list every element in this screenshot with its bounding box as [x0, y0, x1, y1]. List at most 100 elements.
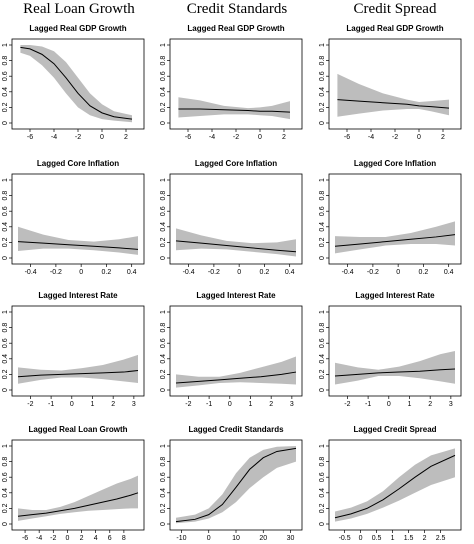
y-tick-label: 0.2 — [319, 369, 326, 379]
panel-1-2: Lagged Core Inflation -0.4 -0.2 0 0.2 0.4 0 0.2… — [319, 159, 462, 276]
confidence-band — [178, 97, 290, 120]
y-tick-label: 0.2 — [319, 102, 326, 112]
plot-frame — [11, 439, 145, 531]
panel-title: Lagged Credit Standards — [188, 425, 284, 434]
y-tick-label: 1 — [319, 444, 326, 448]
confidence-band — [337, 73, 449, 117]
panel-1-1: Lagged Core Inflation -0.4 -0.2 0 0.2 0.4 0 0.2… — [160, 159, 303, 276]
y-tick-label: 0.2 — [319, 237, 326, 247]
y-tick-label: 1 — [319, 178, 326, 182]
x-tick-label: -4 — [36, 535, 42, 542]
panel-3-1: Lagged Credit Standards -10 0 10 20 30 0 0.2 0.4… — [160, 425, 303, 542]
x-tick-label: 0.4 — [127, 269, 137, 276]
x-tick-label: 2 — [441, 134, 445, 141]
x-tick-label: 3 — [449, 401, 453, 408]
y-tick-label: 0.4 — [319, 354, 326, 364]
y-tick-label: 0.6 — [160, 472, 167, 482]
y-tick-label: 0.6 — [2, 71, 9, 81]
x-tick-label: 0.4 — [285, 269, 295, 276]
confidence-band — [20, 45, 132, 123]
x-tick-label: 2.5 — [436, 535, 446, 542]
x-tick-label: 10 — [232, 535, 240, 542]
y-tick-label: 0.8 — [160, 56, 167, 66]
y-tick-label: 0.4 — [2, 87, 9, 97]
panel-title: Lagged Interest Rate — [355, 291, 435, 300]
x-tick-label: 0.2 — [102, 269, 112, 276]
confidence-band — [18, 226, 138, 255]
x-tick-label: 0 — [396, 269, 400, 276]
mean-line — [20, 46, 133, 120]
confidence-band — [335, 448, 455, 522]
panel-2-1: Lagged Interest Rate -2 -1 0 1 2 3 0 0.2 0.4 0.6 0.… — [160, 291, 303, 408]
y-tick-label: 0 — [319, 388, 326, 392]
y-tick-label: 0.6 — [2, 338, 9, 348]
y-tick-label: 0.4 — [160, 222, 167, 232]
x-tick-label: -2 — [185, 401, 191, 408]
x-tick-label: 3 — [132, 401, 136, 408]
y-tick-label: 0.4 — [2, 354, 9, 364]
y-tick-label: 0.4 — [319, 87, 326, 97]
panel-title: Lagged Core Inflation — [37, 159, 119, 168]
x-tick-label: 2 — [124, 134, 128, 141]
x-tick-label: -2 — [27, 401, 33, 408]
y-tick-label: 0.8 — [2, 323, 9, 333]
panel-title: Lagged Core Inflation — [195, 159, 277, 168]
x-tick-label: -4 — [51, 134, 57, 141]
mean-line — [175, 240, 297, 253]
plot-frame — [169, 305, 303, 397]
y-tick-label: 1 — [2, 444, 9, 448]
x-tick-label: -2 — [392, 134, 398, 141]
x-tick-label: 2 — [423, 535, 427, 542]
x-tick-label: 2 — [282, 134, 286, 141]
confidence-band — [18, 475, 138, 521]
x-tick-label: 1 — [408, 401, 412, 408]
x-tick-label: 0.2 — [419, 269, 429, 276]
y-tick-label: 1 — [319, 43, 326, 47]
x-tick-label: 8 — [122, 535, 126, 542]
y-tick-label: 0.2 — [160, 503, 167, 513]
mean-line — [178, 108, 291, 113]
x-tick-label: 0 — [79, 269, 83, 276]
plot-frame — [169, 173, 303, 265]
panel-title: Lagged Credit Spread — [353, 425, 436, 434]
y-tick-label: 0 — [319, 121, 326, 125]
y-tick-label: 0.8 — [160, 191, 167, 201]
x-tick-label: 20 — [259, 535, 267, 542]
x-tick-label: -0.2 — [367, 269, 379, 276]
confidence-band — [176, 446, 296, 524]
y-tick-label: 0.2 — [2, 102, 9, 112]
y-tick-label: 1 — [319, 310, 326, 314]
confidence-band — [18, 354, 138, 384]
x-tick-label: -6 — [344, 134, 350, 141]
x-tick-label: 2 — [428, 401, 432, 408]
y-tick-label: 1 — [160, 178, 167, 182]
plot-frame — [11, 173, 145, 265]
x-tick-label: 1 — [391, 535, 395, 542]
x-tick-label: 0 — [237, 269, 241, 276]
y-tick-label: 0.2 — [2, 237, 9, 247]
x-tick-label: 1 — [249, 401, 253, 408]
y-tick-label: 0.4 — [160, 87, 167, 97]
x-tick-label: 3 — [290, 401, 294, 408]
mean-line — [337, 99, 450, 109]
y-tick-label: 0.8 — [319, 457, 326, 467]
y-tick-label: 0.8 — [160, 323, 167, 333]
plot-frame — [328, 439, 462, 531]
y-tick-label: 0 — [160, 522, 167, 526]
y-tick-label: 0 — [2, 522, 9, 526]
y-tick-label: 0 — [319, 256, 326, 260]
y-tick-label: 0.2 — [319, 503, 326, 513]
x-tick-label: 2 — [269, 401, 273, 408]
x-tick-label: 0 — [228, 401, 232, 408]
mean-line — [17, 370, 139, 378]
y-tick-label: 0 — [160, 121, 167, 125]
x-tick-label: 4 — [94, 535, 98, 542]
y-tick-label: 0.2 — [2, 503, 9, 513]
mean-line — [17, 492, 139, 517]
x-tick-label: 1.5 — [404, 535, 414, 542]
mean-line — [175, 447, 297, 523]
panel-0-1: Lagged Real GDP Growth -6 -4 -2 0 2 0 0.2 0.4 0.6… — [160, 24, 303, 141]
panel-0-2: Lagged Real GDP Growth -6 -4 -2 0 2 0 0.2 0.4 0.6… — [319, 24, 462, 141]
x-tick-label: 0 — [387, 401, 391, 408]
